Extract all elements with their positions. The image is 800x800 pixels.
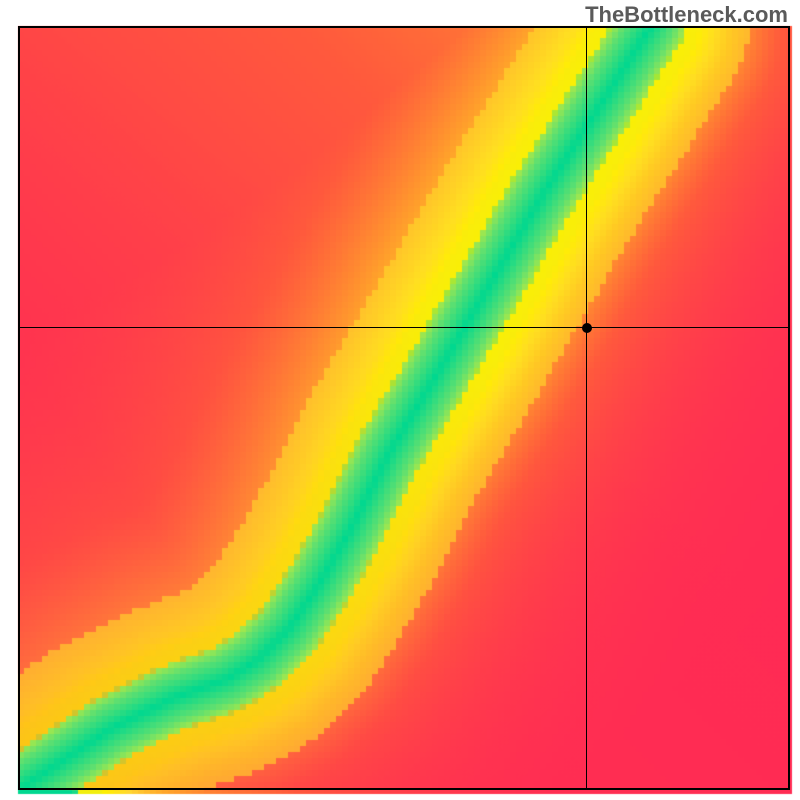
- chart-container: TheBottleneck.com: [0, 0, 800, 800]
- watermark-text: TheBottleneck.com: [585, 2, 788, 28]
- heatmap-canvas: [0, 0, 800, 800]
